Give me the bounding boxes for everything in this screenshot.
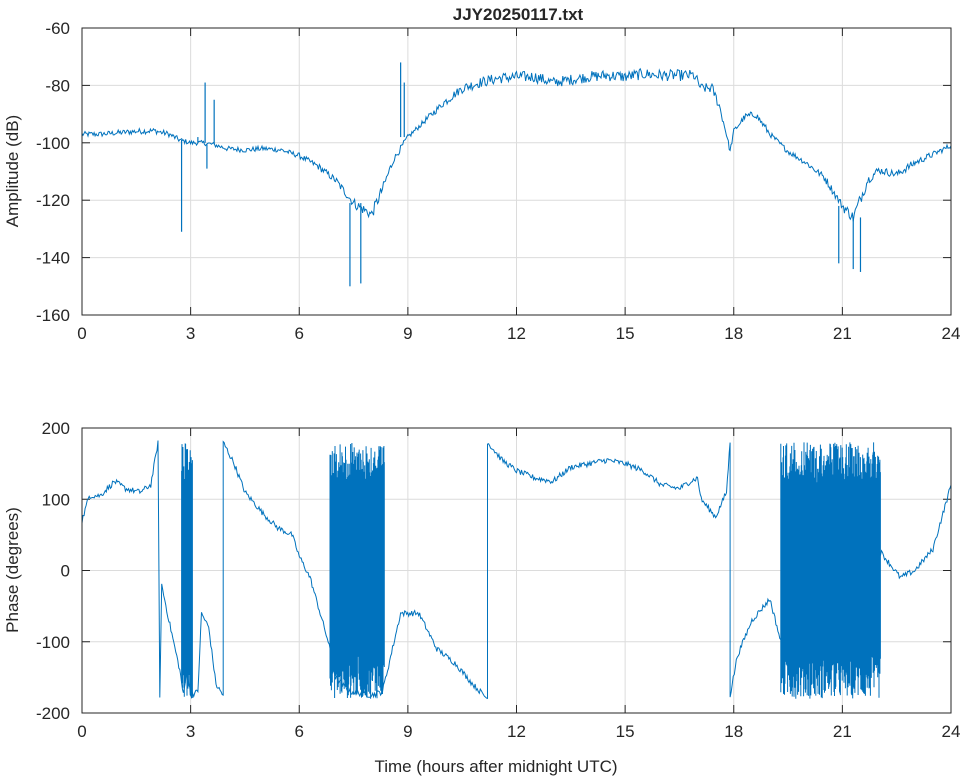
x-tick-label: 18 [724,722,743,741]
x-tick-label: 21 [833,722,852,741]
x-tick-label: 9 [403,722,412,741]
y-tick-label: -100 [36,633,70,652]
x-tick-label: 3 [186,722,195,741]
axes-box [81,27,952,316]
x-axis-label: Time (hours after midnight UTC) [374,757,617,776]
series-noise-band [181,443,193,699]
x-tick-label: 12 [507,324,526,343]
x-tick-label: 15 [616,722,635,741]
x-tick-label: 24 [942,722,961,741]
x-tick-label: 6 [295,324,304,343]
x-tick-label: 21 [833,324,852,343]
x-tick-label: 3 [186,324,195,343]
y-tick-label: -140 [36,249,70,268]
x-tick-label: 24 [942,324,961,343]
x-tick-label: 15 [616,324,635,343]
axes-box [81,427,952,714]
amplitude-plot: JJY20250117.txt Amplitude (dB) 0 3 6 9 12 15 1… [3,5,960,343]
phase-plot: Phase (degrees) Time (hours after midnig… [3,419,960,776]
y-tick-label: 100 [42,490,70,509]
amplitude-y-axis-label: Amplitude (dB) [3,115,22,227]
chart-title: JJY20250117.txt [453,5,584,24]
series-noise-band [780,442,881,699]
y-tick-label: 200 [42,419,70,438]
x-tick-label: 12 [507,722,526,741]
y-tick-label: -160 [36,306,70,325]
x-tick-label: 9 [403,324,412,343]
y-tick-label: -100 [36,134,70,153]
x-tick-label: 18 [724,324,743,343]
series-noise-band [329,443,385,699]
y-tick-label: 0 [61,562,70,581]
y-tick-label: -120 [36,191,70,210]
y-tick-label: -60 [45,19,70,38]
y-tick-label: -80 [45,76,70,95]
phase-y-axis-label: Phase (degrees) [3,507,22,633]
x-tick-label: 0 [77,324,86,343]
series-line [82,67,951,222]
x-tick-label: 0 [77,722,86,741]
x-tick-label: 6 [295,722,304,741]
y-tick-label: -200 [36,704,70,723]
